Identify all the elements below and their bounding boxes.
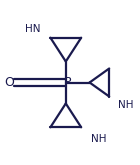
Text: P: P bbox=[64, 76, 72, 89]
Text: NH: NH bbox=[118, 100, 133, 110]
Text: O: O bbox=[4, 76, 14, 89]
Text: HN: HN bbox=[25, 24, 41, 34]
Text: NH: NH bbox=[91, 133, 107, 144]
